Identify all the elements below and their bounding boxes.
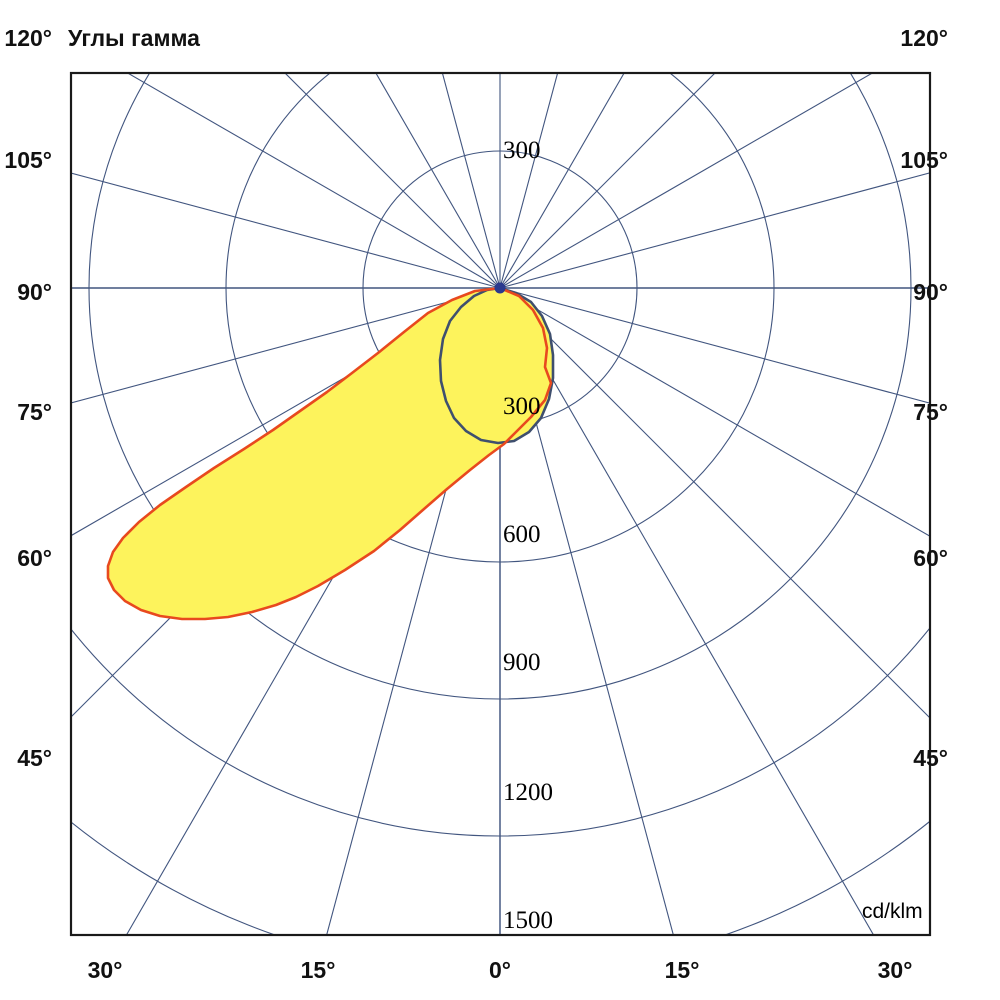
radial-tick-labels: 300 300 600 900 1200 1500 bbox=[503, 137, 553, 934]
angle-label-bottom: 0° bbox=[489, 957, 511, 983]
radial-tick-label: 600 bbox=[503, 521, 541, 548]
angle-label-bottom: 30° bbox=[878, 957, 913, 983]
unit-label: cd/klm bbox=[862, 900, 923, 923]
grid-spoke bbox=[441, 73, 501, 289]
chart-frame bbox=[69, 71, 932, 937]
grid-spoke bbox=[499, 287, 930, 537]
grid-spoke bbox=[375, 73, 501, 289]
grid-spoke bbox=[499, 73, 716, 289]
angle-label-left: 90° bbox=[17, 279, 52, 305]
grid-spoke bbox=[499, 287, 930, 404]
chart-title: Углы гамма bbox=[68, 25, 200, 51]
grid-spoke bbox=[71, 287, 501, 537]
grid-spoke bbox=[71, 172, 501, 289]
grid-spoke bbox=[499, 287, 930, 719]
curve-c0-c180 bbox=[438, 286, 555, 445]
radial-tick-label: 1200 bbox=[503, 779, 553, 806]
angle-label-right: 120° bbox=[900, 25, 948, 51]
radial-tick-label: 300 bbox=[503, 393, 541, 420]
angle-label-bottom: 15° bbox=[301, 957, 336, 983]
angle-label-bottom: 15° bbox=[665, 957, 700, 983]
distribution-curves bbox=[106, 282, 555, 621]
grid-spoke bbox=[499, 73, 625, 289]
angular-tick-labels: 120° 105° 90° 75° 60° 45° 120° 105° 90° 75° 60° 45°… bbox=[4, 25, 948, 983]
angle-label-right: 105° bbox=[900, 147, 948, 173]
angle-label-left: 75° bbox=[17, 399, 52, 425]
angle-label-left: 105° bbox=[4, 147, 52, 173]
grid-spoke bbox=[499, 287, 875, 935]
angle-label-right: 90° bbox=[913, 279, 948, 305]
grid-spoke bbox=[126, 73, 501, 289]
radial-tick-label: 900 bbox=[503, 649, 541, 676]
grid-spoke bbox=[499, 287, 674, 935]
radial-tick-label: 300 bbox=[503, 137, 541, 164]
angle-label-right: 60° bbox=[913, 545, 948, 571]
angle-label-left: 120° bbox=[4, 25, 52, 51]
angle-label-right: 45° bbox=[913, 745, 948, 771]
angle-label-left: 60° bbox=[17, 545, 52, 571]
angle-label-bottom: 30° bbox=[88, 957, 123, 983]
pole-marker bbox=[494, 282, 506, 294]
angle-label-right: 75° bbox=[913, 399, 948, 425]
angle-label-left: 45° bbox=[17, 745, 52, 771]
radial-tick-label: 1500 bbox=[503, 907, 553, 934]
grid-spoke bbox=[499, 73, 874, 289]
grid-spoke bbox=[71, 287, 501, 404]
grid-spoke bbox=[499, 73, 559, 289]
grid-spoke bbox=[284, 73, 501, 289]
grid-spoke bbox=[499, 172, 930, 289]
curve-c90-c270 bbox=[106, 286, 553, 621]
